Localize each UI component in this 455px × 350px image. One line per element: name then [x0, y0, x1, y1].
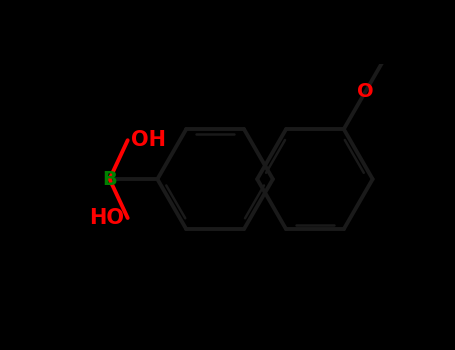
Text: HO: HO — [89, 208, 124, 228]
Text: O: O — [357, 83, 374, 102]
Text: B: B — [102, 170, 117, 189]
Text: OH: OH — [131, 130, 166, 150]
